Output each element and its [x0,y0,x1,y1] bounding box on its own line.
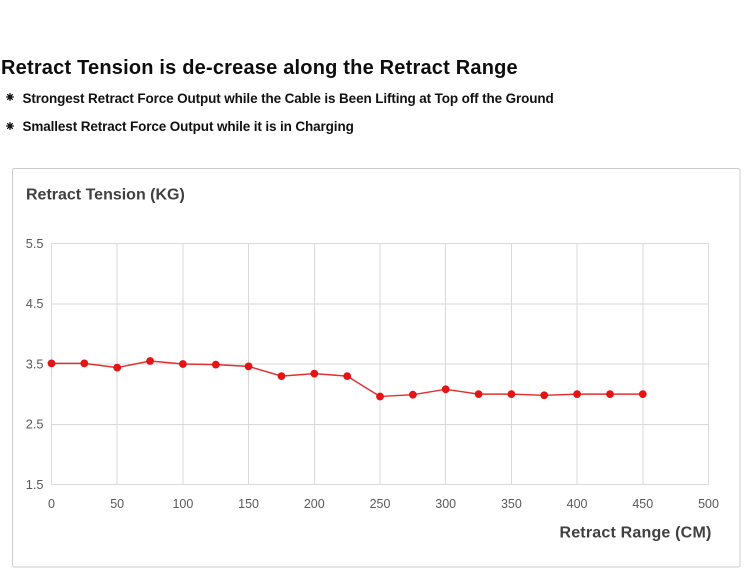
svg-text:200: 200 [304,497,325,511]
svg-text:5.5: 5.5 [26,236,44,251]
svg-text:300: 300 [435,497,456,511]
svg-text:400: 400 [567,497,588,511]
svg-text:1.5: 1.5 [26,477,44,492]
svg-text:350: 350 [501,497,522,511]
svg-text:4.5: 4.5 [26,296,44,311]
svg-text:50: 50 [110,497,124,511]
svg-text:Retract Range (CM): Retract Range (CM) [559,525,711,542]
svg-text:0: 0 [48,497,55,511]
svg-text:Retract Tension (KG): Retract Tension (KG) [26,187,185,204]
svg-text:150: 150 [238,497,259,511]
svg-text:450: 450 [632,497,653,511]
svg-text:500: 500 [698,497,719,511]
svg-text:3.5: 3.5 [26,356,44,371]
svg-text:250: 250 [370,497,391,511]
svg-text:2.5: 2.5 [26,417,44,432]
svg-text:100: 100 [172,497,193,511]
